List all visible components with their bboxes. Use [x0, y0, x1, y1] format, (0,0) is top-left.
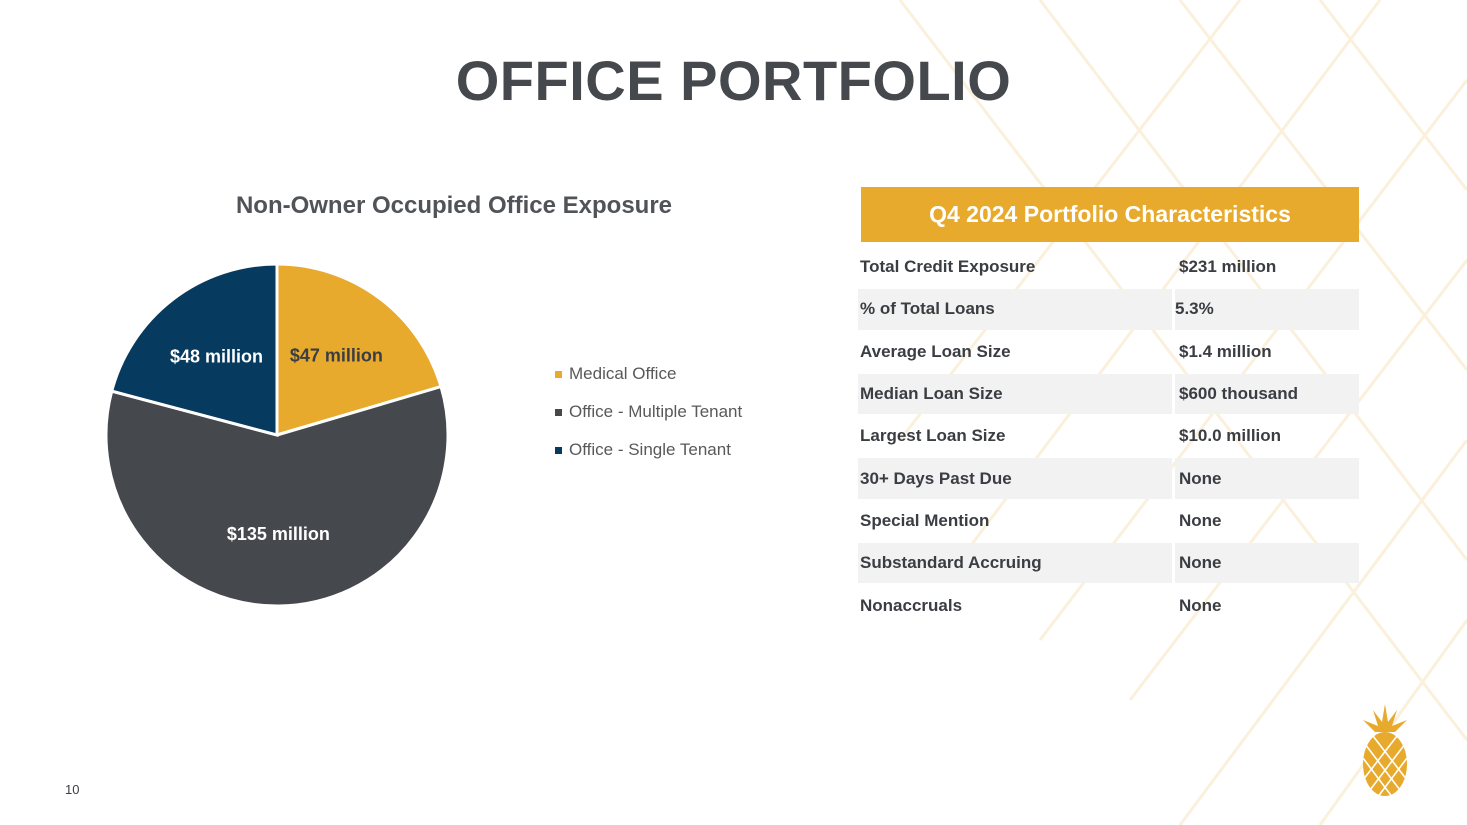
table-header: Q4 2024 Portfolio Characteristics: [861, 187, 1359, 242]
legend-item: Office - Single Tenant: [555, 431, 742, 469]
row-label: Median Loan Size: [860, 384, 1003, 404]
table-row: Total Credit Exposure $231 million: [858, 246, 1360, 288]
chart-title: Non-Owner Occupied Office Exposure: [235, 192, 673, 219]
pie-slice-0: [275, 262, 443, 438]
table-row: Median Loan Size $600 thousand: [858, 373, 1360, 415]
page-number: 10: [65, 782, 80, 797]
page-title: OFFICE PORTFOLIO: [455, 49, 1012, 112]
pie-slice-2: [109, 262, 279, 437]
row-label: Substandard Accruing: [860, 553, 1042, 573]
row-label: Nonaccruals: [860, 595, 963, 615]
pineapple-icon: [1362, 704, 1408, 799]
legend-swatch: [555, 408, 562, 416]
legend-item: Office - Multiple Tenant: [555, 393, 742, 431]
legend-label: Office - Single Tenant: [569, 440, 731, 459]
table-row: 30+ Days Past Due None: [858, 457, 1360, 499]
row-value: None: [1179, 595, 1222, 615]
row-value: None: [1179, 468, 1222, 488]
legend-label: Office - Multiple Tenant: [569, 402, 743, 421]
pie-data-label: $48 million: [170, 346, 263, 366]
pie-data-label: $135 million: [227, 524, 330, 544]
row-label: 30+ Days Past Due: [860, 468, 1012, 488]
row-label: Average Loan Size: [860, 341, 1011, 361]
table-row: Special Mention None: [858, 500, 1360, 542]
row-value: $10.0 million: [1179, 426, 1282, 446]
legend-item: Medical Office: [555, 355, 742, 393]
row-label: Largest Loan Size: [860, 426, 1006, 446]
row-label: Total Credit Exposure: [860, 257, 1036, 277]
table-row: Largest Loan Size $10.0 million: [858, 415, 1360, 457]
pie-data-label: $47 million: [290, 346, 383, 366]
row-label: Special Mention: [860, 510, 990, 530]
row-value: $231 million: [1179, 257, 1277, 277]
legend-swatch: [555, 446, 562, 454]
legend-label: Medical Office: [569, 364, 677, 383]
legend-swatch: [555, 370, 562, 378]
pie-slice-1: [104, 384, 450, 608]
row-value: None: [1179, 510, 1222, 530]
table-row: Average Loan Size $1.4 million: [858, 331, 1360, 373]
table-row: % of Total Loans 5.3%: [858, 288, 1360, 330]
row-value: 5.3%: [1175, 299, 1214, 319]
characteristics-table: Total Credit Exposure $231 million % of To…: [858, 246, 1360, 627]
table-row: Nonaccruals None: [858, 584, 1360, 626]
row-value: $1.4 million: [1179, 341, 1272, 361]
chart-legend: Medical Office Office - Multiple Tenant Of…: [555, 355, 742, 469]
table-row: Substandard Accruing None: [858, 542, 1360, 584]
row-value: $600 thousand: [1179, 384, 1299, 404]
row-value: None: [1179, 553, 1222, 573]
row-label: % of Total Loans: [860, 299, 995, 319]
